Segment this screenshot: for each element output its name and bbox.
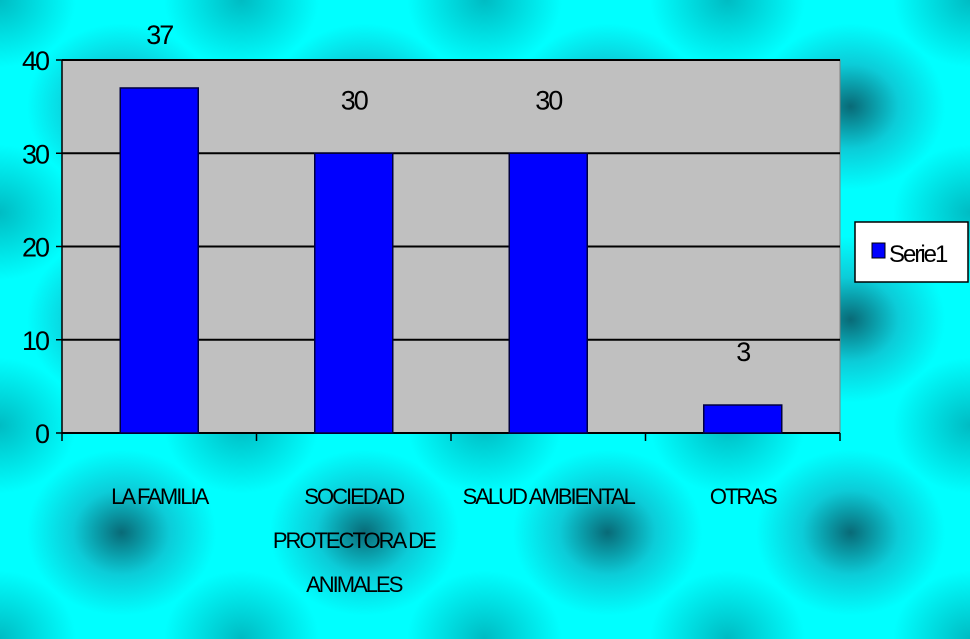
data-label: 30	[535, 85, 562, 115]
y-tick-label: 30	[22, 139, 49, 169]
y-tick-label: 10	[22, 326, 49, 356]
y-tick-label: 40	[22, 46, 49, 76]
bar	[119, 87, 199, 434]
x-tick-label: LA FAMILIA	[111, 484, 209, 509]
data-label: 3	[736, 337, 750, 367]
x-tick-label: OTRAS	[709, 484, 778, 509]
y-tick-label: 0	[35, 419, 49, 449]
legend-swatch	[871, 242, 886, 259]
data-label: 30	[341, 85, 368, 115]
bar	[314, 152, 394, 434]
data-label: 37	[146, 20, 173, 50]
x-tick-label: SALUD AMBIENTAL	[462, 484, 636, 509]
bar	[703, 404, 783, 434]
x-tick-label: SOCIEDAD PROTECTORA DE ANIMALES	[272, 484, 437, 597]
legend-label: Serie1	[889, 241, 948, 268]
y-tick-label: 20	[22, 233, 49, 263]
bar	[508, 152, 588, 434]
